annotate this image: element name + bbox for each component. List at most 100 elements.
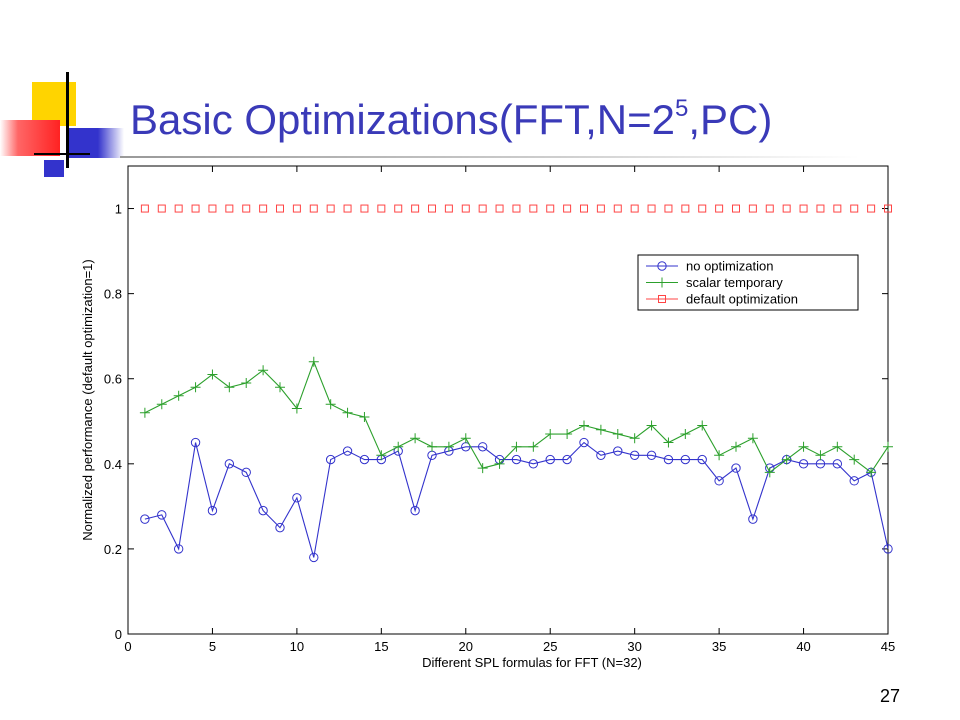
data-point-default-optimization: [681, 204, 690, 213]
data-point-no-optimization: [613, 446, 623, 456]
data-point-scalar-temporary: [156, 399, 167, 410]
data-point-default-optimization: [326, 204, 335, 213]
data-point-no-optimization: [545, 454, 555, 465]
data-point-no-optimization: [241, 467, 251, 478]
y-axis-label: Normalized performance (default optimiza…: [80, 259, 95, 540]
data-point-scalar-temporary: [629, 433, 640, 444]
x-tick-label: 35: [712, 639, 726, 654]
data-point-default-optimization: [732, 204, 740, 213]
x-tick-label: 15: [374, 639, 388, 654]
data-point-no-optimization: [359, 454, 370, 465]
legend-marker-scalar-temporary: [657, 277, 667, 288]
data-point-no-optimization: [663, 454, 674, 465]
data-point-default-optimization: [360, 204, 369, 213]
data-point-default-optimization: [546, 204, 555, 213]
y-tick-label: 1: [115, 202, 122, 217]
data-point-no-optimization: [477, 442, 488, 452]
data-point-scalar-temporary: [241, 377, 252, 388]
data-point-scalar-temporary: [883, 441, 893, 452]
data-point-default-optimization: [377, 204, 386, 213]
data-point-scalar-temporary: [832, 441, 843, 452]
data-point-no-optimization: [883, 544, 893, 554]
x-tick-label: 5: [209, 639, 216, 654]
data-point-default-optimization: [411, 204, 420, 213]
data-point-default-optimization: [782, 204, 791, 213]
data-point-default-optimization: [208, 204, 217, 213]
y-tick-label: 0.2: [104, 542, 122, 557]
data-point-no-optimization: [342, 446, 353, 456]
data-point-no-optimization: [697, 454, 707, 465]
decor-blue-small-square: [44, 160, 64, 177]
series-scalar-temporary: [139, 356, 893, 478]
data-point-default-optimization: [292, 204, 301, 213]
data-point-scalar-temporary: [494, 458, 505, 469]
data-point-scalar-temporary: [393, 441, 404, 452]
data-point-no-optimization: [579, 437, 589, 448]
data-point-no-optimization: [207, 505, 218, 516]
data-point-default-optimization: [715, 204, 724, 213]
data-point-no-optimization: [157, 510, 167, 520]
data-point-scalar-temporary: [190, 382, 201, 393]
data-point-scalar-temporary: [545, 429, 556, 440]
legend-label-scalar-temporary: scalar temporary: [686, 275, 783, 290]
data-point-no-optimization: [292, 493, 302, 503]
y-tick-label: 0.8: [104, 287, 122, 302]
data-point-scalar-temporary: [291, 403, 302, 414]
slide-title: Basic Optimizations(FFT,N=25,PC): [130, 96, 772, 144]
data-point-default-optimization: [748, 204, 757, 213]
data-point-no-optimization: [528, 459, 539, 469]
y-tick-label: 0.6: [104, 372, 122, 387]
data-point-no-optimization: [258, 505, 268, 516]
data-point-scalar-temporary: [815, 450, 826, 461]
data-point-no-optimization: [140, 514, 150, 524]
data-point-scalar-temporary: [460, 433, 471, 444]
data-point-default-optimization: [495, 204, 504, 213]
data-point-default-optimization: [816, 204, 825, 213]
data-point-scalar-temporary: [427, 441, 437, 452]
series-line-no-optimization: [144, 441, 889, 558]
data-point-default-optimization: [428, 204, 436, 213]
data-point-default-optimization: [850, 204, 859, 213]
data-point-default-optimization: [884, 204, 892, 213]
data-point-no-optimization: [731, 463, 741, 473]
data-point-scalar-temporary: [764, 467, 775, 478]
slide-title-base: Basic Optimizations(FFT,N=2: [130, 96, 675, 143]
data-point-scalar-temporary: [528, 441, 539, 452]
x-tick-label: 45: [881, 639, 895, 654]
title-underline: [120, 156, 860, 158]
data-point-no-optimization: [190, 437, 201, 448]
data-point-no-optimization: [224, 459, 235, 469]
legend-marker-default-optimization: [658, 295, 666, 303]
decor-vertical-line: [66, 72, 69, 168]
data-point-scalar-temporary: [781, 454, 792, 465]
data-point-default-optimization: [394, 204, 403, 213]
data-point-no-optimization: [562, 454, 572, 465]
data-point-default-optimization: [276, 204, 284, 213]
data-point-default-optimization: [512, 204, 521, 213]
legend-marker-no-optimization: [657, 261, 667, 271]
slide-number: 27: [879, 686, 900, 706]
data-point-no-optimization: [629, 450, 640, 461]
data-point-default-optimization: [478, 204, 487, 213]
x-tick-label: 0: [124, 639, 131, 654]
data-point-scalar-temporary: [224, 382, 235, 393]
x-tick-label: 40: [796, 639, 810, 654]
data-point-default-optimization: [140, 204, 149, 213]
data-point-default-optimization: [833, 204, 842, 213]
x-tick-label: 30: [627, 639, 641, 654]
axes: 0 5 10 15 20 25 30 35 40 45 0 0.2 0.4 0.6 0.8 1: [104, 166, 895, 654]
x-tick-label: 20: [459, 639, 473, 654]
data-point-scalar-temporary: [443, 441, 454, 452]
data-point-default-optimization: [444, 204, 453, 213]
data-point-scalar-temporary: [849, 454, 860, 465]
data-point-scalar-temporary: [697, 420, 708, 431]
data-point-scalar-temporary: [258, 365, 269, 376]
data-point-no-optimization: [680, 454, 691, 465]
data-point-scalar-temporary: [376, 450, 387, 461]
data-point-default-optimization: [867, 204, 876, 213]
data-point-default-optimization: [157, 204, 166, 213]
data-point-default-optimization: [613, 204, 622, 213]
data-point-default-optimization: [664, 204, 673, 213]
data-point-scalar-temporary: [359, 412, 370, 423]
